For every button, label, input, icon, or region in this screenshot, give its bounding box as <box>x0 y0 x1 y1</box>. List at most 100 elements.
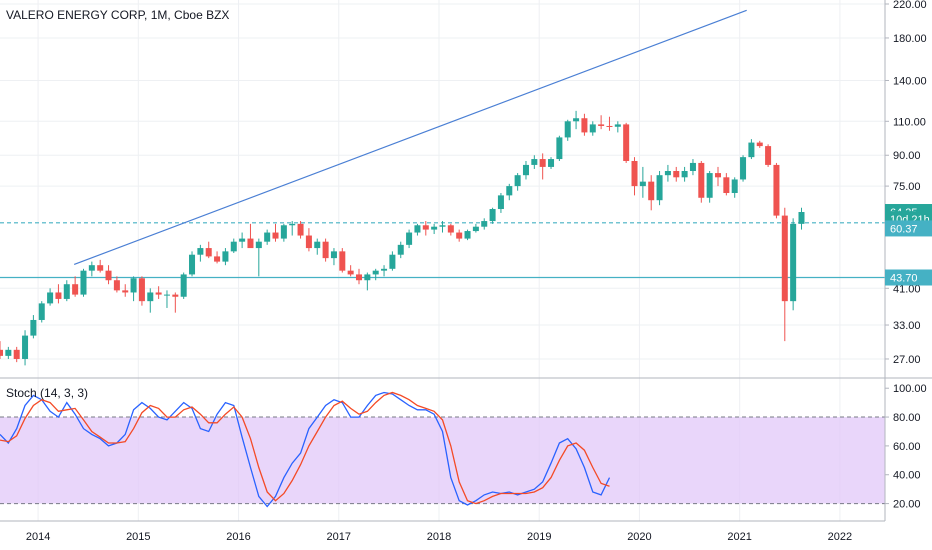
candle-body <box>798 212 805 224</box>
price-badge-label: 60.37 <box>890 223 918 235</box>
candle-body <box>714 173 722 178</box>
candle-body <box>606 125 613 127</box>
candle-body <box>122 290 129 293</box>
candle-body <box>481 221 488 227</box>
candle-body <box>598 124 605 126</box>
candle-body <box>297 223 304 236</box>
candle-body <box>364 274 371 281</box>
candle-body <box>339 251 346 271</box>
price-badge-label: 43.70 <box>890 272 918 284</box>
candle-body <box>489 209 496 222</box>
y-tick-label: 33.00 <box>893 320 921 332</box>
stoch-title: Stoch (14, 3, 3) <box>6 386 88 400</box>
price-badge <box>885 269 932 286</box>
candle-body <box>255 241 262 249</box>
x-tick-label: 2020 <box>627 531 651 543</box>
candle-body <box>564 121 571 138</box>
candle-body <box>539 159 546 167</box>
candle-body <box>80 270 87 295</box>
candle-body <box>314 241 321 249</box>
candle-body <box>740 157 747 180</box>
candle-body <box>648 181 655 201</box>
candle-body <box>63 284 70 299</box>
candle-body <box>781 215 788 302</box>
candle-body <box>556 137 563 160</box>
chart-title: VALERO ENERGY CORP, 1M, Cboe BZX <box>6 8 229 22</box>
stoch-y-tick-label: 40.00 <box>893 470 921 482</box>
candle-body <box>272 232 279 239</box>
candle-body <box>0 349 4 356</box>
candle-body <box>13 349 20 359</box>
candle-body <box>97 265 104 271</box>
y-tick-label: 90.00 <box>893 150 921 162</box>
candle-body <box>138 278 145 302</box>
x-tick-label: 2017 <box>327 531 351 543</box>
x-tick-label: 2018 <box>427 531 451 543</box>
candle-body <box>130 278 137 293</box>
candle-body <box>214 256 221 262</box>
candle-body <box>773 164 780 216</box>
candle-body <box>456 232 463 239</box>
candle-body <box>698 162 705 198</box>
y-tick-label: 75.00 <box>893 181 921 193</box>
candle-body <box>681 170 688 178</box>
time-axis-ticks[interactable]: 2014 2015 2016 2017 2018 2019 2020 2021 2022 <box>26 531 852 543</box>
candle-body <box>506 186 513 196</box>
price-badge <box>885 220 932 237</box>
candle-body <box>706 173 713 198</box>
candle-body <box>305 235 312 249</box>
stoch-d-line <box>0 391 610 505</box>
candle-body <box>372 270 379 275</box>
candle-body <box>230 241 237 252</box>
candle-body <box>431 226 438 230</box>
candle-body <box>639 181 646 187</box>
candle-body <box>414 225 421 233</box>
x-tick-label: 2016 <box>226 531 250 543</box>
candle-body <box>189 254 196 275</box>
candle-body <box>756 142 763 147</box>
candle-body <box>422 225 429 230</box>
candles <box>0 110 805 366</box>
candle-body <box>88 265 95 271</box>
y-tick-label: 140.00 <box>893 75 927 87</box>
x-tick-label: 2021 <box>727 531 751 543</box>
price-axis-ticks[interactable]: 220.00 180.00 140.00 110.00 90.00 75.00 41.00 3… <box>885 0 927 511</box>
candle-body <box>522 164 529 176</box>
candle-body <box>381 268 388 271</box>
candle-body <box>330 251 337 259</box>
candle-body <box>447 225 454 233</box>
candle-body <box>239 238 246 242</box>
candle-body <box>464 231 471 239</box>
candle-body <box>531 159 538 165</box>
y-tick-label: 41.00 <box>893 283 921 295</box>
candle-body <box>172 294 179 297</box>
candle-body <box>72 284 79 295</box>
candle-body <box>723 177 730 194</box>
candle-body <box>163 294 170 296</box>
stoch-y-tick-label: 20.00 <box>893 499 921 511</box>
stoch-k-line <box>0 391 611 508</box>
candle-body <box>689 162 696 171</box>
candle-body <box>347 270 354 275</box>
stochastic-pane <box>0 391 885 508</box>
candle-body <box>573 118 580 122</box>
candle-body <box>180 274 187 297</box>
candle-body <box>113 280 120 291</box>
candle-body <box>397 244 404 255</box>
candle-body <box>105 270 112 281</box>
candle-body <box>790 223 797 302</box>
candle-body <box>55 292 62 299</box>
candle-body <box>22 335 29 359</box>
candle-body <box>322 241 329 259</box>
candle-body <box>581 118 588 133</box>
candle-body <box>147 292 154 302</box>
candle-body <box>589 124 596 133</box>
candle-body <box>247 238 254 249</box>
candle-body <box>731 179 738 194</box>
x-tick-label: 2019 <box>527 531 551 543</box>
candle-body <box>472 226 479 232</box>
trendline-layer[interactable] <box>73 9 747 266</box>
x-tick-label: 2022 <box>828 531 852 543</box>
candle-body <box>439 225 446 227</box>
